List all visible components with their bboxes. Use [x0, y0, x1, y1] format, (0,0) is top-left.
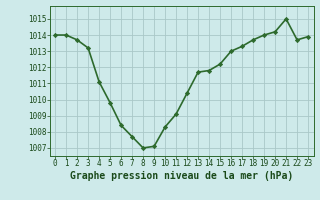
X-axis label: Graphe pression niveau de la mer (hPa): Graphe pression niveau de la mer (hPa): [70, 171, 293, 181]
